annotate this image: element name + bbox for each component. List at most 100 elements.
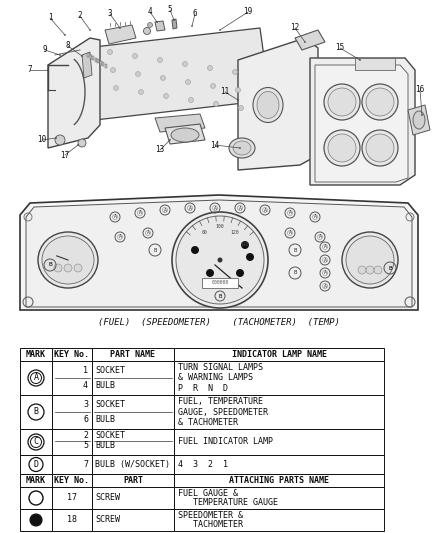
- Text: 8: 8: [66, 42, 71, 51]
- Ellipse shape: [366, 134, 394, 162]
- Text: MARK: MARK: [26, 350, 46, 359]
- Circle shape: [160, 76, 166, 80]
- Text: FUEL GAUGE &: FUEL GAUGE &: [178, 489, 238, 498]
- Text: 13: 13: [155, 146, 165, 155]
- Polygon shape: [155, 114, 205, 132]
- Circle shape: [233, 69, 237, 75]
- Circle shape: [169, 139, 171, 141]
- Text: A: A: [314, 214, 316, 220]
- Text: 7: 7: [28, 66, 32, 75]
- Ellipse shape: [233, 141, 251, 155]
- Circle shape: [208, 66, 212, 70]
- Bar: [52, 348, 92, 361]
- Text: P  R  N  D: P R N D: [178, 384, 228, 393]
- Bar: [174, 474, 384, 487]
- Text: A: A: [33, 374, 39, 383]
- Polygon shape: [165, 124, 205, 144]
- Text: B: B: [293, 271, 297, 276]
- Bar: [355, 58, 395, 70]
- Bar: [174, 487, 384, 509]
- Circle shape: [173, 19, 175, 21]
- Circle shape: [206, 269, 214, 277]
- Polygon shape: [20, 195, 418, 310]
- Text: BULB: BULB: [95, 381, 115, 390]
- Ellipse shape: [362, 84, 398, 120]
- Polygon shape: [85, 28, 270, 120]
- Text: PART NAME: PART NAME: [110, 350, 155, 359]
- Text: B: B: [219, 294, 222, 298]
- Text: BULB: BULB: [95, 415, 115, 424]
- Bar: [99, 61, 102, 64]
- Circle shape: [241, 241, 249, 249]
- Text: A: A: [289, 211, 291, 215]
- Polygon shape: [238, 38, 318, 170]
- Text: B: B: [33, 408, 39, 416]
- Ellipse shape: [38, 232, 98, 288]
- Bar: [102, 62, 104, 66]
- Ellipse shape: [346, 236, 394, 284]
- Circle shape: [366, 266, 374, 274]
- Text: TEMPERATURE GAUGE: TEMPERATURE GAUGE: [178, 498, 278, 507]
- Bar: [20, 361, 52, 395]
- Circle shape: [78, 139, 86, 147]
- Circle shape: [156, 21, 158, 23]
- Circle shape: [64, 264, 72, 272]
- Text: C: C: [33, 438, 39, 447]
- Circle shape: [55, 137, 57, 139]
- Polygon shape: [26, 200, 412, 307]
- Text: SCREW: SCREW: [95, 494, 120, 503]
- Bar: [92, 455, 174, 474]
- Text: SOCKET: SOCKET: [95, 366, 125, 375]
- Ellipse shape: [253, 87, 283, 123]
- Text: 9: 9: [42, 45, 47, 54]
- Bar: [174, 429, 384, 455]
- Text: 3: 3: [83, 400, 88, 409]
- Polygon shape: [105, 25, 136, 44]
- Text: 4  3  2  1: 4 3 2 1: [178, 460, 228, 469]
- Text: SOCKET: SOCKET: [95, 400, 125, 409]
- Text: A: A: [113, 214, 117, 220]
- Text: SOCKET: SOCKET: [95, 431, 125, 440]
- Ellipse shape: [229, 138, 255, 158]
- Ellipse shape: [366, 88, 394, 116]
- Circle shape: [113, 85, 119, 91]
- Polygon shape: [310, 58, 415, 185]
- Circle shape: [30, 514, 42, 526]
- Circle shape: [191, 25, 193, 27]
- Polygon shape: [82, 52, 92, 78]
- Bar: [105, 63, 106, 68]
- Text: 19: 19: [244, 7, 253, 17]
- Circle shape: [239, 106, 244, 110]
- Text: B: B: [48, 262, 52, 268]
- Bar: [92, 56, 94, 60]
- Text: SCREW: SCREW: [95, 515, 120, 524]
- Text: 7: 7: [83, 460, 88, 469]
- Circle shape: [110, 68, 116, 72]
- Text: 12: 12: [290, 23, 300, 33]
- Text: BULB (W/SOCKET): BULB (W/SOCKET): [95, 460, 170, 469]
- Circle shape: [236, 87, 240, 93]
- Bar: [52, 395, 92, 429]
- Text: ATTACHING PARTS NAME: ATTACHING PARTS NAME: [229, 476, 329, 485]
- Text: KEY No.: KEY No.: [54, 476, 89, 485]
- Text: 2: 2: [78, 12, 82, 20]
- Bar: [52, 429, 92, 455]
- Text: A: A: [324, 257, 326, 262]
- Circle shape: [219, 29, 221, 31]
- Circle shape: [183, 61, 187, 67]
- Circle shape: [358, 266, 366, 274]
- Bar: [52, 509, 92, 531]
- Bar: [52, 455, 92, 474]
- Ellipse shape: [328, 88, 356, 116]
- Text: 100: 100: [215, 223, 224, 229]
- Circle shape: [239, 147, 241, 149]
- Text: A: A: [138, 211, 141, 215]
- Ellipse shape: [257, 92, 279, 118]
- Text: 140: 140: [241, 243, 249, 247]
- Text: 60: 60: [202, 230, 208, 235]
- Bar: [52, 487, 92, 509]
- Circle shape: [158, 58, 162, 62]
- Text: 17: 17: [60, 150, 70, 159]
- Circle shape: [359, 59, 361, 61]
- Text: FUEL INDICATOR LAMP: FUEL INDICATOR LAMP: [178, 438, 273, 447]
